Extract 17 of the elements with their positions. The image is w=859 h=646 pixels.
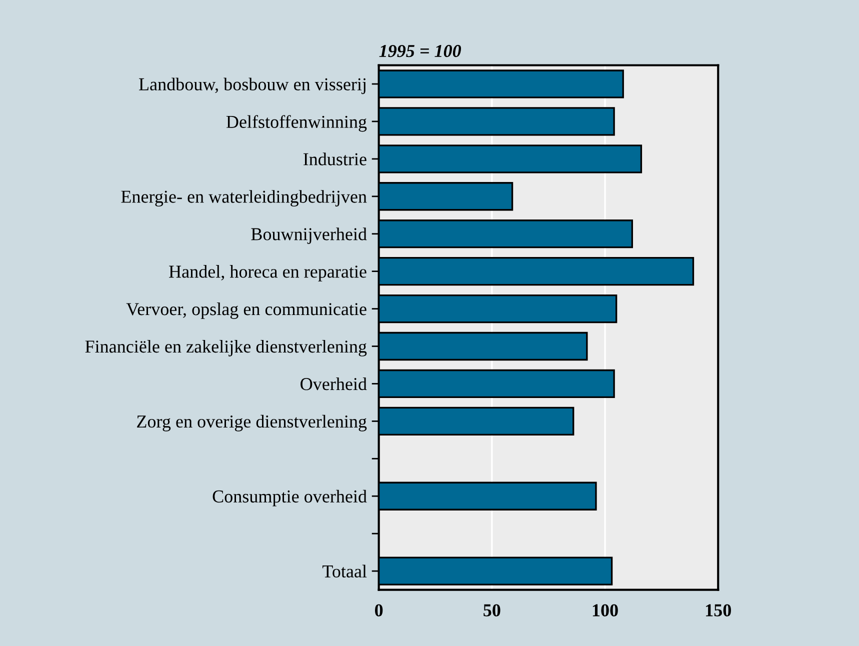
x-tick-label: 0 xyxy=(374,604,383,616)
y-tick-label: Vervoer, opslag en communicatie xyxy=(126,302,366,319)
y-tick-label: Financiële en zakelijke dienstverlening xyxy=(85,340,367,356)
y-tick-label: Landbouw, bosbouw en visserij xyxy=(139,78,366,94)
y-tick-label: Delfstoffenwinning xyxy=(226,115,367,132)
y-tick-label: Overheid xyxy=(300,377,367,390)
y-tick-label: Industrie xyxy=(303,152,366,166)
y-tick-label: Bouwnijverheid xyxy=(251,228,367,244)
x-tick-label: 50 xyxy=(484,604,500,616)
y-tick-label: Zorg en overige dienstverlening xyxy=(137,414,367,432)
x-tick-label: 100 xyxy=(592,604,618,616)
y-tick-label: Handel, horeca en reparatie xyxy=(169,265,366,282)
y-tick-label: Energie- en waterleidingbedrijven xyxy=(121,190,367,207)
y-tick-label: Consumptie overheid xyxy=(212,490,367,506)
y-tick-label: Totaal xyxy=(322,564,367,578)
chart-title: 1995 = 100 xyxy=(379,44,462,58)
x-tick-label: 150 xyxy=(706,604,731,616)
